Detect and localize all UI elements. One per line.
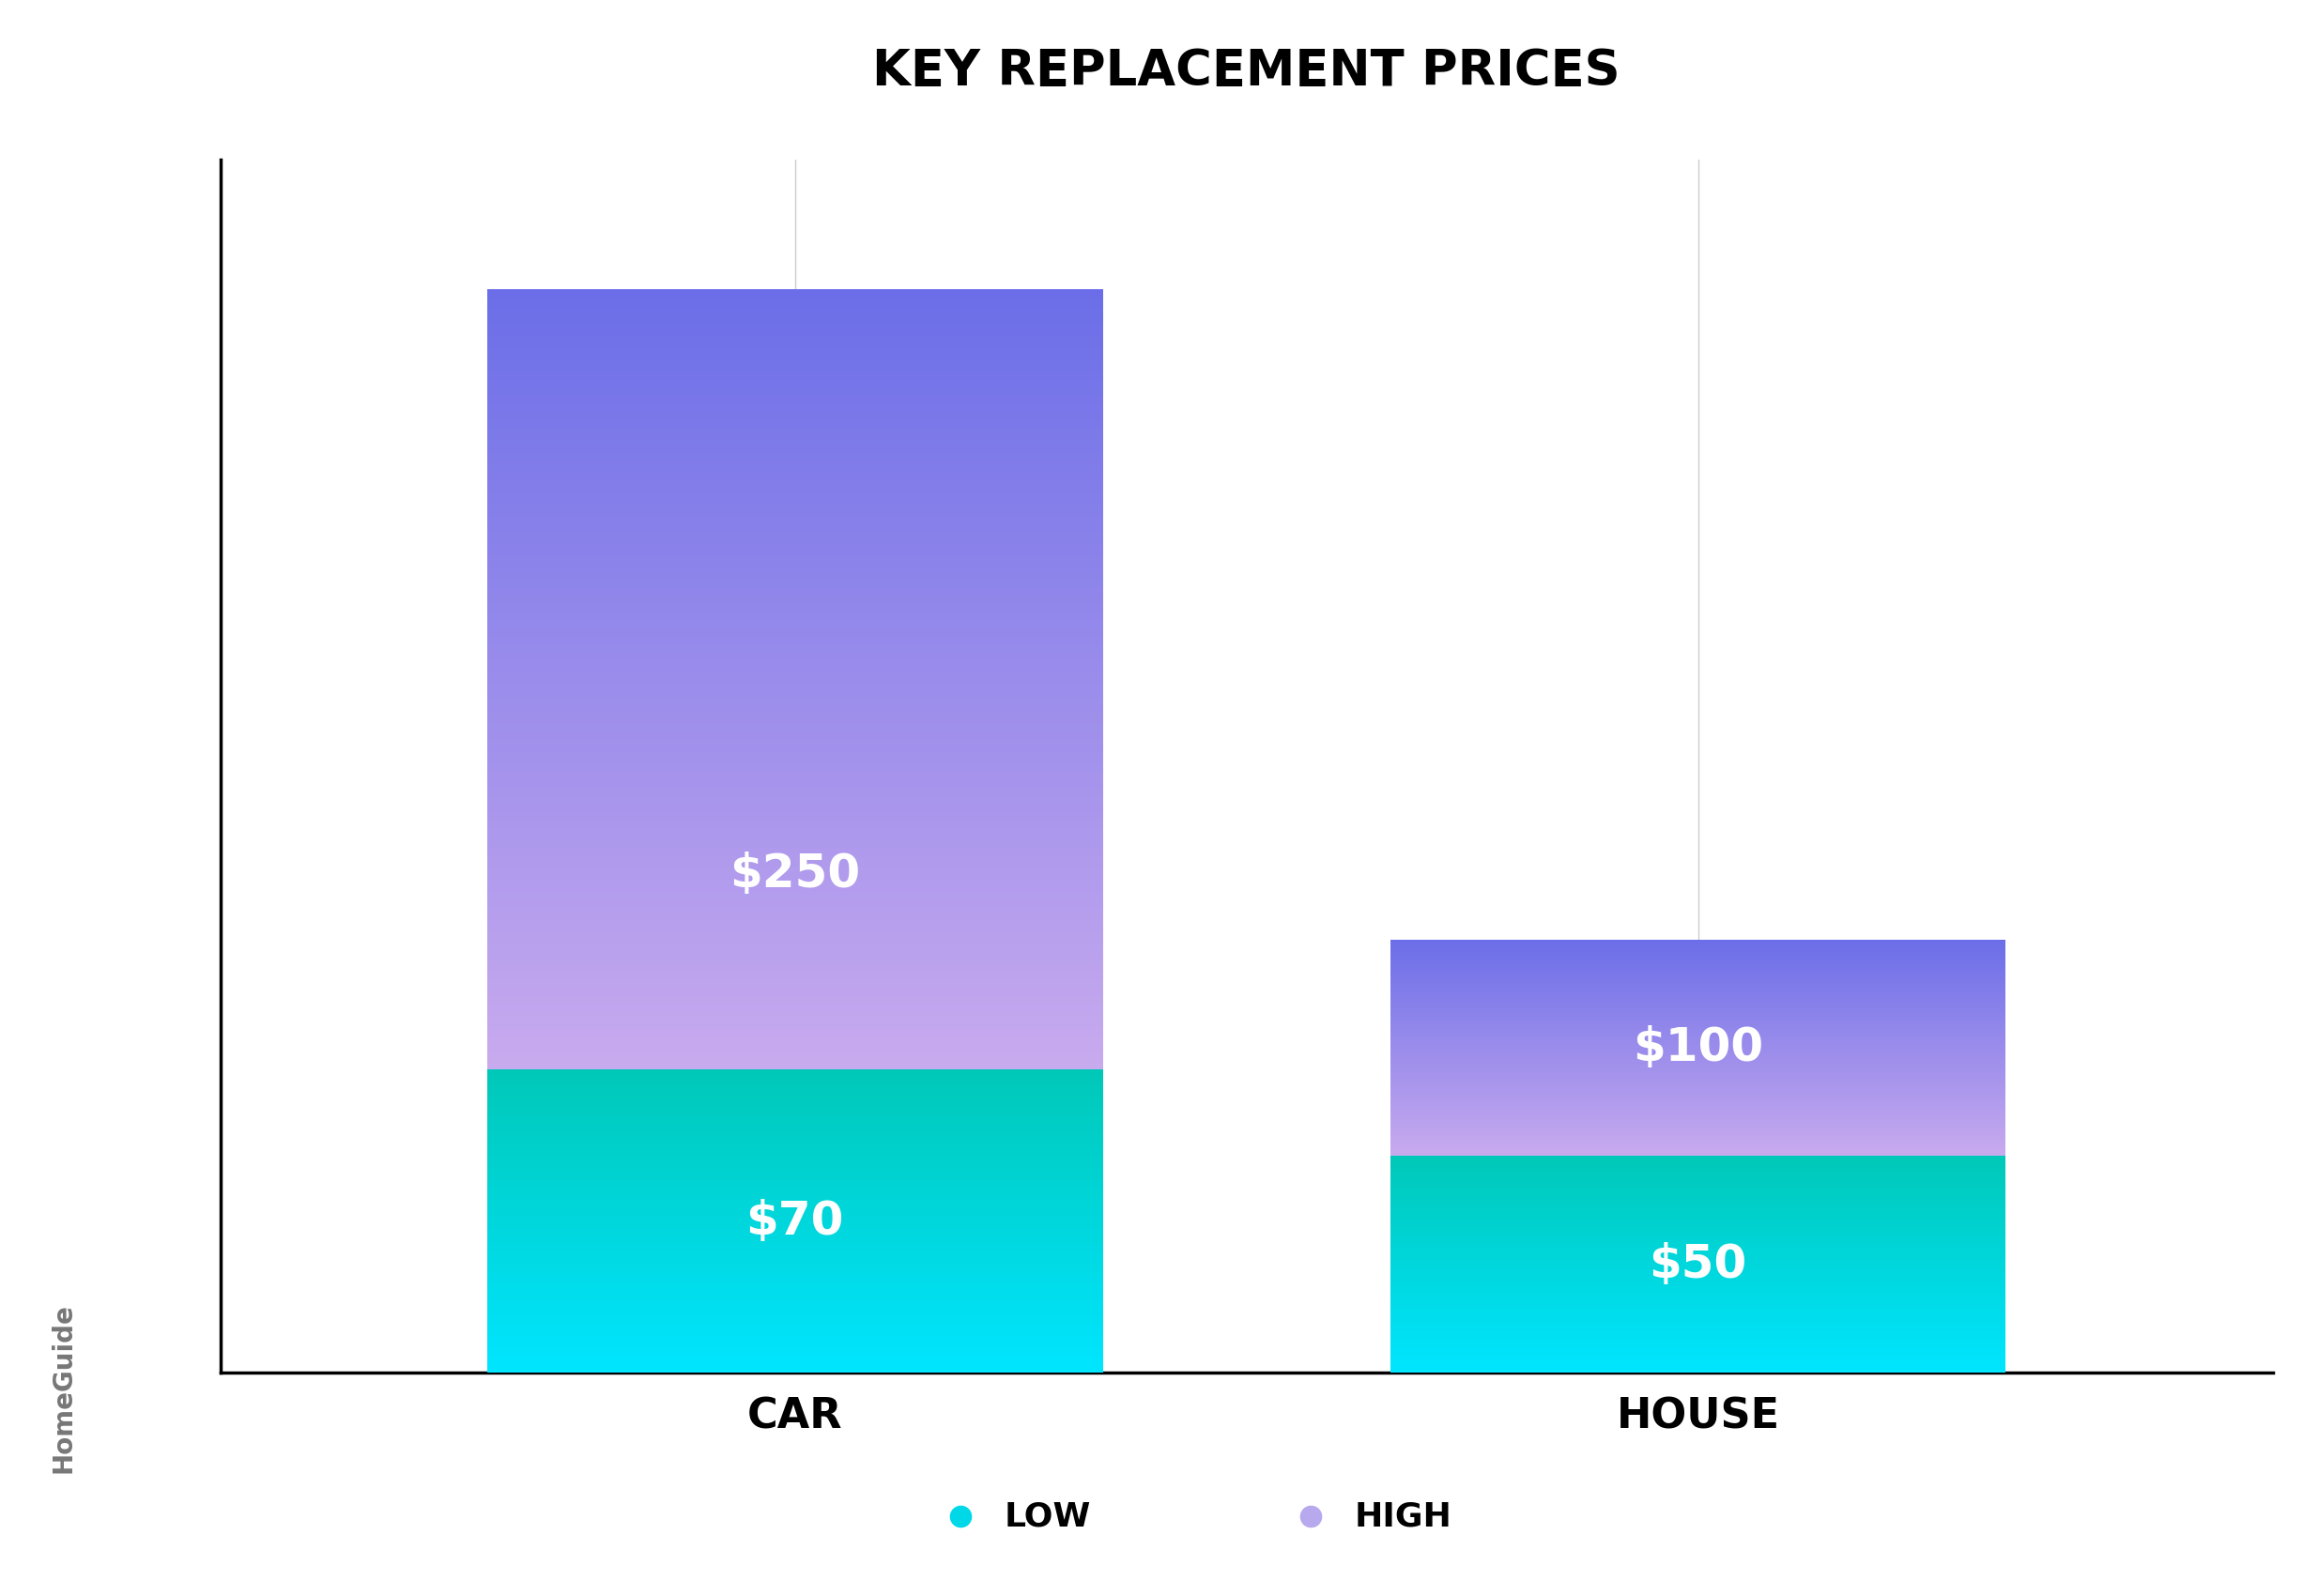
Text: $100: $100 bbox=[1633, 1025, 1762, 1071]
Text: $50: $50 bbox=[1649, 1242, 1746, 1286]
Text: HIGH: HIGH bbox=[1354, 1500, 1452, 1532]
Text: KEY REPLACEMENT PRICES: KEY REPLACEMENT PRICES bbox=[872, 48, 1621, 96]
Text: $70: $70 bbox=[747, 1199, 844, 1243]
Text: COST: COST bbox=[46, 712, 81, 820]
Text: LOW: LOW bbox=[1004, 1500, 1090, 1532]
Text: HomeGuide: HomeGuide bbox=[51, 1304, 77, 1473]
Text: $250: $250 bbox=[730, 852, 860, 897]
